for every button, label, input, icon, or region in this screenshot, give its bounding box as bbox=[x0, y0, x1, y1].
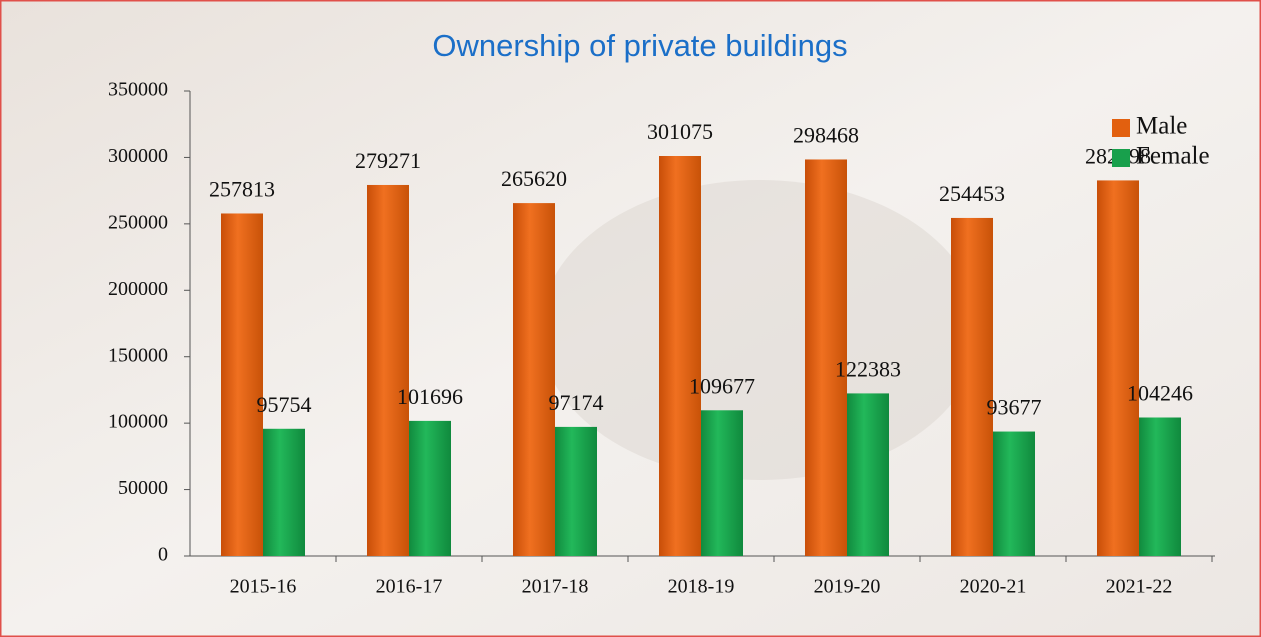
x-tick-label: 2015-16 bbox=[230, 576, 297, 598]
chart: Ownership of private buildings 0 50000 100… bbox=[0, 0, 1261, 637]
y-tick-label: 200000 bbox=[108, 278, 168, 300]
x-tick-label: 2018-19 bbox=[668, 576, 735, 598]
value-label: 104246 bbox=[1127, 381, 1193, 406]
value-label: 109677 bbox=[689, 373, 755, 398]
value-label: 279271 bbox=[355, 148, 421, 173]
bar bbox=[367, 185, 409, 556]
x-tick-label: 2016-17 bbox=[376, 576, 443, 598]
value-label: 265620 bbox=[501, 166, 567, 191]
background-house bbox=[540, 180, 980, 480]
y-tick-label: 350000 bbox=[108, 79, 168, 101]
bar bbox=[263, 429, 305, 556]
value-label: 93677 bbox=[987, 395, 1042, 420]
legend-swatch bbox=[1112, 149, 1130, 167]
y-tick-label: 300000 bbox=[108, 145, 168, 167]
value-label: 257813 bbox=[209, 177, 275, 202]
bar bbox=[221, 213, 263, 556]
y-tick-label: 50000 bbox=[118, 477, 168, 499]
value-label: 101696 bbox=[397, 384, 463, 409]
value-label: 254453 bbox=[939, 181, 1005, 206]
bar bbox=[555, 427, 597, 556]
legend-label: Male bbox=[1136, 113, 1187, 140]
y-tick-label: 150000 bbox=[108, 344, 168, 366]
x-tick-label: 2021-22 bbox=[1106, 576, 1173, 598]
y-tick-label: 250000 bbox=[108, 211, 168, 233]
bar bbox=[847, 393, 889, 556]
bar bbox=[701, 410, 743, 556]
chart-title: Ownership of private buildings bbox=[432, 28, 847, 63]
bar bbox=[951, 218, 993, 556]
y-tick-label: 100000 bbox=[108, 411, 168, 433]
bar bbox=[409, 421, 451, 556]
bar bbox=[513, 203, 555, 556]
y-tick-label: 0 bbox=[158, 544, 168, 566]
value-label: 301075 bbox=[647, 119, 713, 144]
value-label: 122383 bbox=[835, 356, 901, 381]
bar bbox=[1097, 180, 1139, 556]
value-label: 298468 bbox=[793, 123, 859, 148]
page: Ownership of private buildings 0 50000 100… bbox=[0, 0, 1261, 637]
legend-swatch bbox=[1112, 119, 1130, 137]
x-tick-label: 2020-21 bbox=[960, 576, 1027, 598]
bar bbox=[993, 432, 1035, 556]
bar bbox=[1139, 418, 1181, 556]
x-tick-label: 2017-18 bbox=[522, 576, 589, 598]
value-label: 95754 bbox=[257, 392, 312, 417]
legend-label: Female bbox=[1136, 143, 1210, 170]
value-label: 97174 bbox=[549, 390, 604, 415]
x-tick-label: 2019-20 bbox=[814, 576, 881, 598]
bar bbox=[659, 156, 701, 556]
